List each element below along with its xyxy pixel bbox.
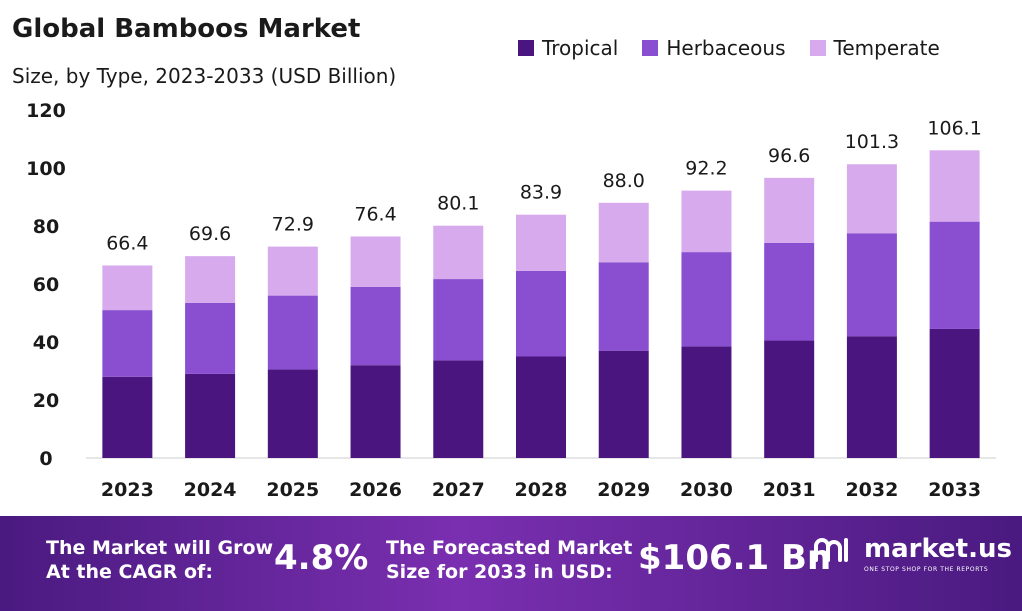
x-tick-label-2024: 2024 [184, 479, 237, 501]
y-tick-label: 0 [39, 448, 52, 470]
x-tick-label-2025: 2025 [266, 479, 319, 501]
bar-temperate-2023 [102, 265, 153, 311]
total-label-2033: 106.1 [927, 117, 981, 139]
bar-tropical-2024 [185, 373, 236, 458]
y-tick-label: 40 [33, 332, 59, 354]
chart-legend: Tropical Herbaceous Temperate [518, 36, 940, 60]
forecast-label: The Forecasted Market Size for 2033 in U… [386, 536, 632, 584]
legend-label-temperate: Temperate [833, 36, 940, 60]
bar-herbaceous-2030 [681, 252, 732, 347]
stacked-bar-chart: 0 20 40 60 80 100 120 66.4 2023 69.6 2024 72.9 2025 7… [26, 100, 996, 501]
legend-label-tropical: Tropical [542, 36, 619, 60]
bar-herbaceous-2033 [929, 221, 980, 329]
bar-temperate-2031 [764, 177, 815, 243]
total-label-2027: 80.1 [437, 193, 479, 215]
bar-herbaceous-2024 [185, 302, 236, 374]
legend-item-temperate: Temperate [809, 36, 940, 60]
x-tick-label-2023: 2023 [101, 479, 154, 501]
brand-name: market.us [864, 534, 1012, 564]
legend-swatch-tropical [518, 40, 534, 56]
total-label-2024: 69.6 [189, 223, 231, 245]
total-label-2023: 66.4 [106, 232, 148, 254]
legend-swatch-herbaceous [642, 40, 659, 56]
bar-tropical-2032 [846, 336, 897, 458]
forecast-label-line1: The Forecasted Market [386, 537, 633, 559]
total-label-2026: 76.4 [354, 203, 396, 225]
chart-title: Global Bamboos Market [12, 14, 361, 44]
forecast-label-line2: Size for 2033 in USD: [386, 561, 613, 583]
cagr-label: The Market will Grow At the CAGR of: [46, 536, 273, 584]
total-label-2032: 101.3 [845, 131, 899, 153]
x-tick-label-2029: 2029 [597, 479, 650, 501]
bar-tropical-2029 [598, 350, 649, 458]
legend-swatch-temperate [809, 40, 826, 56]
legend-item-tropical: Tropical [518, 36, 618, 60]
bar-herbaceous-2028 [516, 270, 566, 357]
bar-temperate-2033 [929, 150, 980, 222]
bar-herbaceous-2031 [764, 242, 815, 341]
x-tick-label-2030: 2030 [680, 479, 733, 501]
bar-herbaceous-2032 [846, 233, 897, 337]
y-tick-label: 120 [26, 100, 66, 122]
bar-tropical-2023 [102, 376, 153, 458]
market-us-logo-icon [814, 538, 848, 562]
bar-tropical-2026 [350, 365, 401, 458]
x-tick-label-2026: 2026 [349, 479, 402, 501]
total-label-2029: 88.0 [603, 170, 645, 192]
bar-herbaceous-2026 [350, 286, 401, 366]
x-tick-label-2027: 2027 [432, 479, 485, 501]
y-tick-label: 80 [33, 216, 59, 238]
chart-subtitle: Size, by Type, 2023-2033 (USD Billion) [12, 64, 397, 88]
bar-temperate-2032 [846, 164, 897, 234]
bar-temperate-2030 [681, 190, 732, 253]
bar-temperate-2024 [185, 256, 236, 303]
bar-herbaceous-2025 [267, 295, 318, 370]
cagr-label-line1: The Market will Grow [46, 537, 274, 559]
bar-temperate-2029 [598, 202, 649, 263]
x-tick-label-2028: 2028 [515, 479, 568, 501]
bar-temperate-2026 [350, 236, 401, 287]
bar-herbaceous-2027 [433, 279, 484, 361]
bar-temperate-2027 [433, 225, 484, 280]
bar-tropical-2033 [929, 328, 980, 458]
footer-banner: The Market will Grow At the CAGR of: 4.8… [0, 516, 1022, 611]
y-tick-label: 100 [26, 158, 66, 180]
legend-item-herbaceous: Herbaceous [642, 36, 786, 60]
bar-herbaceous-2023 [102, 310, 153, 377]
bar-tropical-2031 [764, 340, 815, 458]
bar-herbaceous-2029 [598, 262, 649, 351]
bar-tropical-2027 [433, 360, 484, 458]
bar-tropical-2028 [516, 356, 566, 458]
total-label-2030: 92.2 [685, 158, 727, 180]
legend-label-herbaceous: Herbaceous [666, 36, 786, 60]
bar-temperate-2028 [516, 214, 566, 271]
forecast-value: $106.1 Bn [638, 538, 832, 578]
bar-tropical-2025 [267, 369, 318, 458]
brand: market.us [812, 534, 1012, 564]
total-label-2025: 72.9 [272, 214, 314, 236]
y-tick-label: 20 [33, 390, 59, 412]
cagr-value: 4.8% [274, 538, 369, 578]
x-tick-label-2033: 2033 [928, 479, 981, 501]
x-tick-label-2032: 2032 [845, 479, 898, 501]
bar-tropical-2030 [681, 346, 732, 458]
cagr-label-line2: At the CAGR of: [46, 561, 213, 583]
x-tick-label-2031: 2031 [763, 479, 816, 501]
y-tick-label: 60 [33, 274, 59, 296]
total-label-2028: 83.9 [520, 182, 562, 204]
brand-tagline: ONE STOP SHOP FOR THE REPORTS [864, 566, 989, 573]
bar-temperate-2025 [267, 246, 318, 296]
total-label-2031: 96.6 [768, 145, 810, 167]
